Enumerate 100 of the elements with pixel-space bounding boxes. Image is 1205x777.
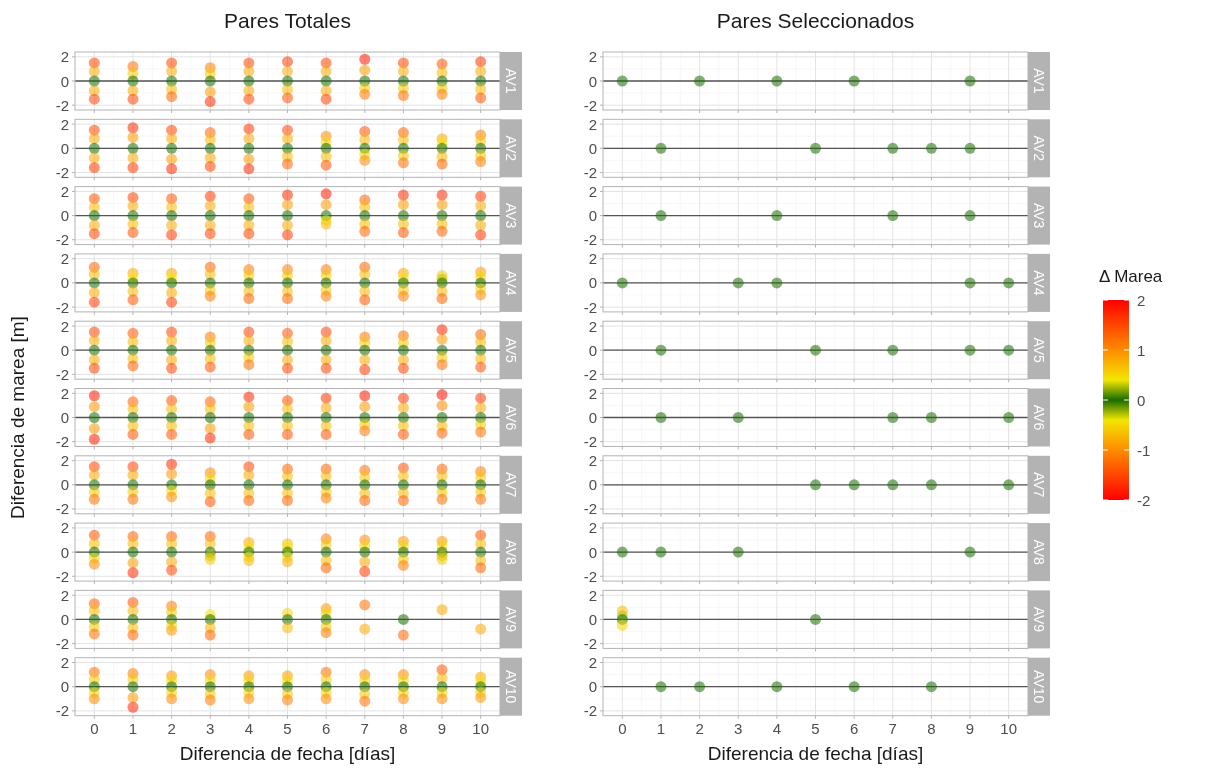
y-tick-label: -2 [55, 231, 69, 249]
point [166, 153, 178, 165]
x-tick-label: 3 [206, 719, 215, 737]
point [127, 629, 139, 641]
point [397, 693, 409, 705]
point [282, 293, 293, 305]
text: AV3 [1031, 202, 1047, 229]
text: AV4 [1031, 270, 1047, 296]
point [475, 200, 487, 212]
point [475, 289, 487, 301]
point [436, 389, 448, 401]
point [88, 133, 100, 145]
text: AV7 [1031, 472, 1047, 498]
y-tick-label: 2 [588, 452, 597, 470]
text: AV10 [503, 670, 519, 704]
text: AV1 [503, 68, 519, 94]
point [88, 390, 100, 402]
point [282, 556, 293, 568]
point [397, 495, 409, 507]
point [397, 629, 409, 641]
y-tick-label: 0 [60, 341, 69, 359]
point [243, 133, 255, 145]
text: AV9 [503, 606, 519, 633]
y-tick-label: 2 [60, 182, 69, 200]
point [243, 401, 255, 413]
point [436, 88, 448, 100]
point [243, 142, 255, 154]
point [397, 65, 409, 77]
color-bar-label: 2 [1137, 291, 1146, 309]
point [616, 619, 628, 631]
y-tick-label: 0 [60, 72, 69, 90]
y-tick-label: -2 [55, 163, 69, 181]
point [282, 229, 293, 241]
point [88, 433, 100, 445]
point [127, 122, 139, 134]
point [436, 693, 448, 705]
point [88, 287, 100, 299]
y-tick-label: -2 [583, 702, 597, 720]
point [88, 558, 100, 570]
point [320, 65, 332, 77]
y-tick-label: 2 [588, 317, 597, 335]
y-tick-label: 0 [588, 678, 597, 696]
y-tick-label: -2 [55, 365, 69, 383]
y-tick-label: 0 [60, 543, 69, 561]
color-bar-label: -2 [1137, 491, 1151, 509]
point [243, 75, 255, 87]
point [475, 190, 487, 202]
point [397, 344, 409, 356]
text: AV2 [503, 135, 519, 162]
point [127, 360, 139, 372]
point [127, 681, 139, 693]
y-tick-label: -2 [583, 163, 597, 181]
point [204, 432, 216, 444]
chart-title: Pares Totales [224, 9, 351, 32]
point [397, 157, 409, 169]
chart-title: Pares Seleccionados [716, 9, 915, 32]
point [810, 613, 821, 625]
text: AV7 [503, 472, 519, 498]
point [282, 362, 293, 374]
point [282, 133, 293, 145]
point [166, 468, 178, 480]
x-axis-title: Diferencia de fecha [días] [707, 742, 924, 764]
point [166, 693, 178, 705]
x-tick-label: 10 [472, 719, 490, 737]
point [204, 96, 216, 108]
color-bar-label: 0 [1137, 391, 1146, 409]
x-tick-label: 8 [927, 719, 936, 737]
y-tick-label: 2 [60, 384, 69, 402]
point [359, 64, 371, 76]
color-bar-label: -1 [1137, 441, 1151, 459]
point [282, 65, 293, 77]
point [127, 227, 139, 239]
y-tick-label: 0 [588, 409, 597, 426]
point [282, 495, 293, 507]
x-tick-label: 10 [1000, 719, 1018, 737]
point [166, 65, 178, 77]
point [475, 392, 487, 404]
y-tick-label: 2 [588, 182, 597, 200]
point [88, 296, 100, 308]
x-tick-label: 2 [695, 719, 704, 737]
point [359, 425, 371, 437]
point [436, 333, 448, 345]
point [243, 228, 255, 240]
point [88, 628, 100, 640]
y-tick-label: 2 [60, 519, 69, 537]
x-tick-label: 6 [849, 719, 859, 737]
text: AV6 [503, 404, 519, 431]
point [475, 65, 487, 77]
point [475, 692, 487, 704]
point [243, 469, 255, 481]
point [320, 218, 332, 230]
point [166, 395, 178, 407]
point [436, 493, 448, 505]
point [204, 361, 216, 373]
point [204, 412, 216, 423]
point [282, 189, 293, 201]
point [166, 428, 178, 440]
point [166, 491, 178, 503]
y-tick-label: 2 [588, 519, 597, 537]
point [204, 86, 216, 98]
